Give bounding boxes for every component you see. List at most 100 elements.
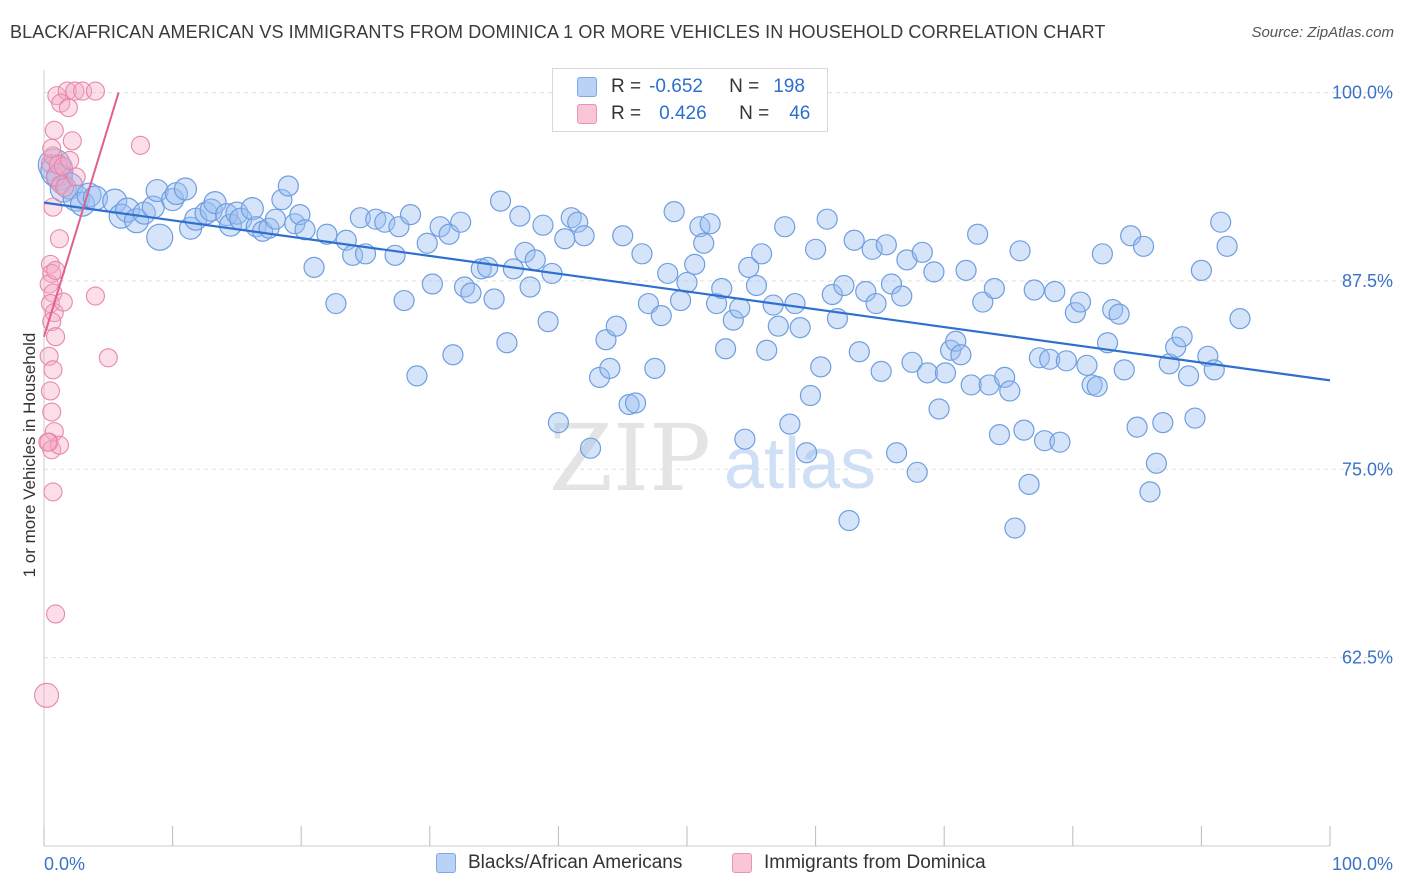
blue-point [524, 249, 546, 271]
blue-point [955, 259, 977, 282]
blue-point [1177, 365, 1200, 387]
pink-point [57, 81, 77, 101]
blue-point [199, 198, 223, 222]
blue-point [865, 292, 887, 315]
blue-point [779, 413, 801, 435]
blue-point [934, 362, 957, 384]
pink-point [43, 197, 63, 217]
legend-r-value-blacks: -0.652 [649, 76, 703, 97]
blue-point [442, 344, 464, 366]
pink-point [43, 482, 63, 502]
blue-point [1064, 301, 1086, 324]
blue-point [1049, 431, 1071, 453]
blue-point [384, 244, 406, 266]
blue-point [1113, 359, 1135, 381]
blue-point [374, 211, 396, 233]
blue-point [1076, 354, 1098, 376]
blue-point [729, 297, 751, 319]
blue-point [972, 291, 994, 313]
blue-point [821, 283, 843, 306]
blue-point [886, 442, 908, 464]
blue-point [988, 424, 1011, 446]
blue-point [810, 356, 832, 378]
blue-point [1055, 350, 1077, 372]
blue-point [1171, 326, 1193, 348]
blue-point [1009, 240, 1031, 262]
pink-point [46, 604, 66, 624]
blue-point [429, 216, 451, 238]
blue-point [1096, 332, 1119, 354]
blue-point [599, 357, 621, 379]
blue-point [349, 207, 371, 229]
blue-point [644, 357, 666, 379]
blue-point [999, 380, 1021, 402]
blue-point [663, 201, 685, 223]
blue-point [978, 374, 1000, 396]
blue-point [573, 225, 595, 247]
blue-point [421, 273, 443, 295]
pink-point [38, 432, 58, 452]
blue-point [1190, 259, 1213, 282]
pink-point [43, 360, 63, 380]
series-dominica-points [34, 81, 150, 708]
blue-point [477, 256, 499, 278]
blue-point [612, 225, 634, 247]
grid-lines [44, 92, 1392, 659]
blue-point [657, 262, 679, 285]
blue-point [240, 197, 264, 221]
blue-point [416, 232, 438, 254]
blue-point [891, 285, 913, 307]
blue-point [1086, 375, 1108, 398]
blue-point [750, 243, 773, 265]
source-label: Source: ZipAtlas.com [1251, 24, 1394, 41]
blue-point [303, 256, 325, 278]
blue-point [906, 461, 928, 483]
blue-point [203, 190, 227, 215]
blue-point [928, 398, 950, 420]
blue-point [146, 223, 174, 251]
pink-point [58, 98, 78, 118]
blue-point [1004, 517, 1026, 539]
pink-point [49, 229, 69, 249]
blue-point [453, 276, 476, 298]
pink-point [66, 167, 86, 187]
bottom-legend-blacks: Blacks/African Americans [436, 852, 682, 874]
blue-point [1197, 345, 1219, 367]
x-tick-label-min: 0.0% [44, 854, 85, 874]
blue-point [669, 289, 692, 312]
blue-point [1132, 235, 1155, 257]
x-tick-label-max: 100.0% [1332, 854, 1393, 874]
blue-point [1216, 235, 1238, 257]
blue-point [264, 208, 287, 230]
blue-point [699, 213, 721, 235]
blue-point [804, 238, 827, 260]
blue-point [450, 211, 472, 233]
blue-point [745, 274, 768, 297]
blue-point [579, 437, 602, 459]
blue-point [838, 509, 860, 532]
blue-point [960, 374, 982, 396]
blue-point [537, 311, 559, 333]
pink-trend-line [43, 92, 120, 337]
blue-point [756, 339, 778, 361]
blue-point [843, 229, 865, 251]
pink-point [46, 327, 66, 347]
pink-point [42, 138, 62, 158]
blue-point [1145, 452, 1167, 474]
blue-point [1184, 407, 1206, 429]
blue-point [1165, 336, 1187, 358]
blue-point [983, 277, 1005, 300]
blue-point [1018, 473, 1040, 495]
blue-point [69, 191, 96, 217]
blue-point [631, 243, 653, 265]
blue-point [605, 315, 627, 337]
pink-point [42, 402, 62, 422]
blue-point [1108, 303, 1130, 325]
blue-point [547, 411, 570, 434]
legend-row-dominica: R = 0.426 N = 46 [577, 102, 810, 126]
blue-point [1091, 243, 1113, 265]
blue-point [1039, 348, 1061, 370]
trend-lines [43, 92, 1331, 382]
blue-point [795, 442, 818, 464]
